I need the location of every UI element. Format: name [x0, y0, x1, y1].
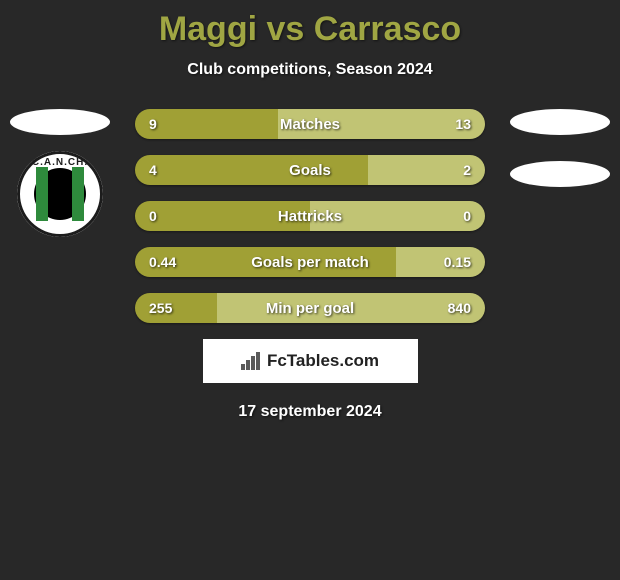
brand-box[interactable]: FcTables.com — [203, 339, 418, 383]
brand-inner: FcTables.com — [241, 351, 379, 371]
stat-row: Goals4 2 — [135, 155, 485, 185]
content-area: C.A.N.CH. Matches9 13 Goals4 2 Hattricks0 0 Go… — [0, 109, 620, 421]
stat-value-right: 13 — [455, 109, 471, 139]
stat-value-left: 0.44 — [149, 247, 176, 277]
club-badge-left: C.A.N.CH. — [17, 151, 103, 237]
stat-label: Goals per match — [135, 247, 485, 277]
player-right-placeholder — [510, 109, 610, 135]
player-left-placeholder — [10, 109, 110, 135]
stat-label: Goals — [135, 155, 485, 185]
badge-inner — [34, 168, 86, 220]
badge-stripe — [72, 167, 84, 221]
badge-text: C.A.N.CH. — [17, 157, 103, 168]
stat-value-left: 9 — [149, 109, 157, 139]
stat-value-left: 4 — [149, 155, 157, 185]
stat-value-right: 840 — [448, 293, 471, 323]
stat-value-left: 255 — [149, 293, 172, 323]
stat-row: Goals per match0.44 0.15 — [135, 247, 485, 277]
page-title: Maggi vs Carrasco — [0, 0, 620, 49]
right-player-column — [500, 109, 620, 203]
stat-label: Hattricks — [135, 201, 485, 231]
stat-row: Matches9 13 — [135, 109, 485, 139]
bars-icon — [241, 352, 263, 370]
stat-label: Min per goal — [135, 293, 485, 323]
stat-row: Min per goal255 840 — [135, 293, 485, 323]
stats-bars: Matches9 13 Goals4 2 Hattricks0 0 Goals per ma… — [135, 109, 485, 323]
left-player-column: C.A.N.CH. — [0, 109, 120, 237]
stat-value-right: 0 — [463, 201, 471, 231]
date-text: 17 september 2024 — [0, 403, 620, 421]
stat-label: Matches — [135, 109, 485, 139]
stat-value-right: 2 — [463, 155, 471, 185]
stat-value-right: 0.15 — [444, 247, 471, 277]
brand-text: FcTables.com — [267, 351, 379, 371]
subtitle: Club competitions, Season 2024 — [0, 61, 620, 79]
club-right-placeholder — [510, 161, 610, 187]
stat-value-left: 0 — [149, 201, 157, 231]
badge-stripe — [36, 167, 48, 221]
stat-row: Hattricks0 0 — [135, 201, 485, 231]
